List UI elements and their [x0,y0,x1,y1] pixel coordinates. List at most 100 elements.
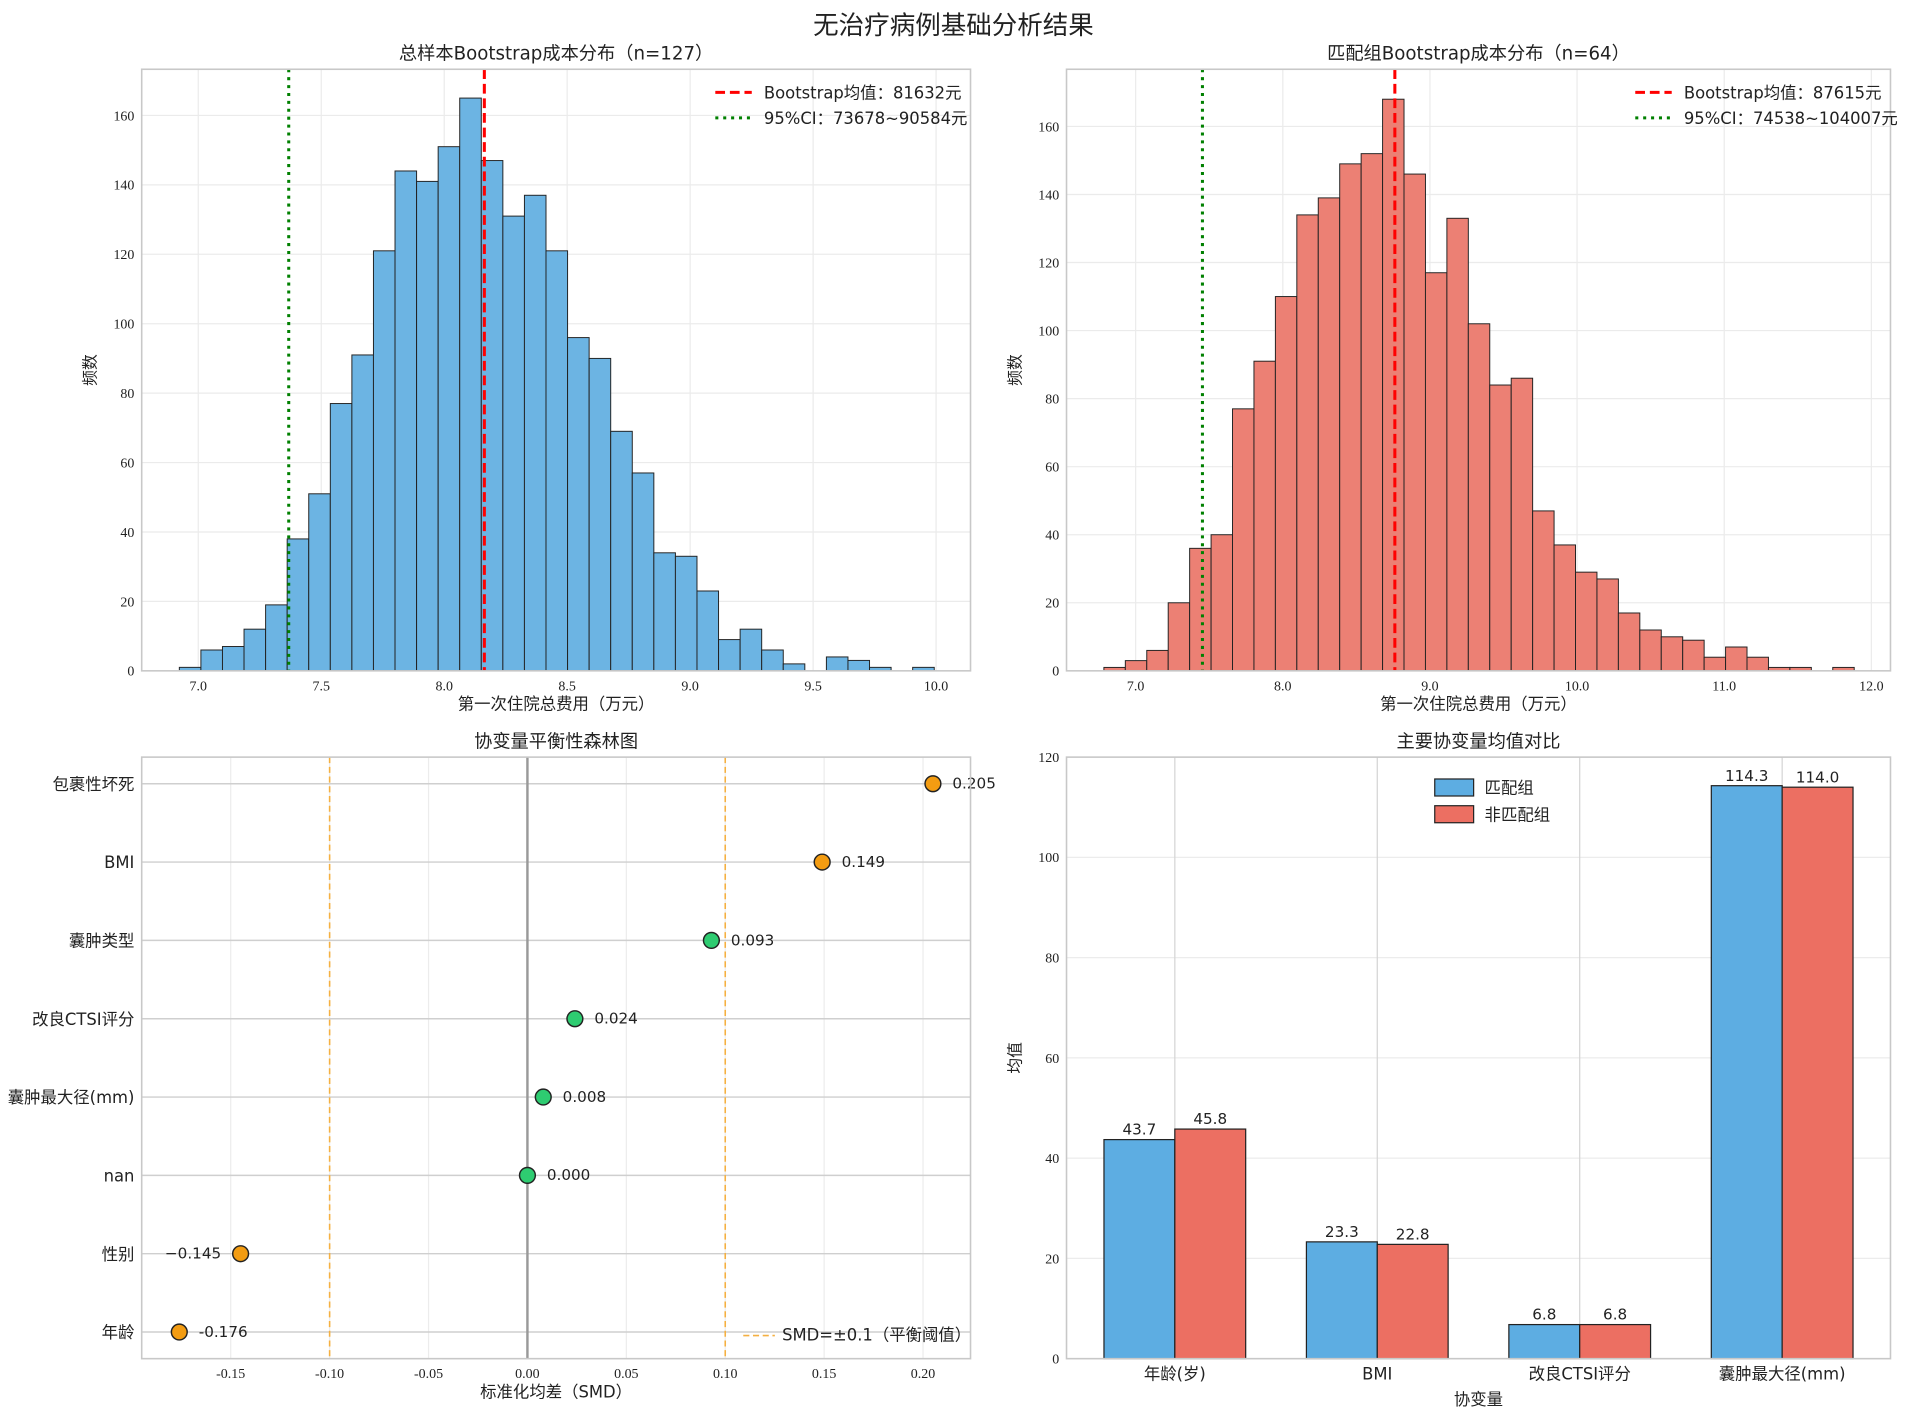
bar-unmatched [1579,1323,1652,1360]
histogram-bar [308,493,331,672]
histogram-bar [286,538,310,672]
histogram-bar [416,180,439,672]
grouped-bar-chart: 0 20 40 60 80 100 120 年龄(岁) BMI 改良CTSI评分 囊肿最大径(mm)… [1005,731,1892,1409]
histogram-bar [610,430,633,672]
histogram-bar [1510,377,1534,672]
histogram-bar [1725,646,1748,672]
y-tick-label: 80 [1045,392,1059,407]
histogram-bar [1553,544,1577,672]
histogram-bar [696,590,720,672]
x-tick-label: 0.10 [713,1367,737,1382]
y-tick-label: 60 [1045,461,1059,476]
histogram-bar [1253,360,1276,672]
y-tick-label: 120 [1038,256,1059,271]
bar-value-label: 45.8 [1193,1110,1227,1128]
y-tick-label: 100 [113,318,134,333]
histogram-bar [1360,153,1384,672]
histogram-bar [1232,408,1255,672]
histogram-bar [372,250,396,672]
smd-value-label: 0.149 [842,853,885,871]
y-tick-label: 40 [120,526,134,541]
chart-title: 主要协变量均值对比 [1397,731,1561,752]
x-tick-label: 9.0 [681,679,698,694]
bar-unmatched [1376,1243,1449,1360]
histogram-bar [1124,660,1148,672]
axes-frame [1065,68,1892,672]
category-label: 改良CTSI评分 [32,1010,134,1029]
legend-swatch [1434,805,1475,824]
x-tick-label: 8.0 [1274,679,1291,694]
histogram-bar [825,656,849,672]
x-tick-label: 0.00 [515,1367,539,1382]
bar-value-label: 22.8 [1396,1226,1430,1244]
legend-label: 匹配组 [1485,779,1534,798]
legend: Bootstrap均值：87615元 95%CI：74538~104007元 [1635,83,1898,128]
histogram-bar [265,604,288,672]
x-tick-label: 9.0 [1421,679,1438,694]
histogram-bar [847,659,871,672]
legend-swatch [1434,778,1475,797]
smd-point [170,1323,188,1341]
smd-point [534,1088,552,1106]
histogram-bar [1274,296,1298,672]
smd-point [231,1245,250,1263]
x-tick-label: 10.0 [1565,679,1589,694]
bar-unmatched [1174,1128,1247,1360]
category-label: 年龄(岁) [1144,1364,1206,1383]
y-axis-label: 频数 [1005,354,1024,386]
histogram-bar [1617,612,1641,672]
legend-mean-label: Bootstrap均值：87615元 [1684,83,1882,102]
histogram-bar [1703,656,1727,672]
category-label: 包裹性坏死 [52,775,134,794]
smd-point [813,853,831,871]
y-tick-label: 120 [113,248,134,263]
figure-title: 无治疗病例基础分析结果 [813,11,1094,41]
category-label: 改良CTSI评分 [1529,1364,1631,1383]
x-tick-label: 7.0 [190,679,207,694]
histogram-bar [1575,571,1598,672]
x-tick-label: 0.05 [614,1367,638,1382]
x-tick-label: 9.5 [804,679,821,694]
bar-value-label: 114.3 [1725,767,1768,785]
y-tick-label: 160 [113,109,134,124]
x-tick-label: 10.0 [924,679,948,694]
histogram-bar [1296,214,1319,672]
legend-mean-label: Bootstrap均值：81632元 [764,83,962,102]
x-tick-label: 0.15 [812,1367,836,1382]
y-tick-label: 80 [1045,951,1059,966]
histogram-bar [1532,510,1555,672]
smd-point [702,931,721,950]
legend-label: 非匹配组 [1485,805,1551,824]
histogram-bar [1446,217,1469,672]
y-tick-label: 20 [120,595,134,610]
legend-ci-label: 95%CI：73678~90584元 [764,109,968,128]
smd-value-label: 0.205 [952,775,995,793]
y-tick-label: 20 [1045,597,1059,612]
x-tick-label: 7.0 [1127,679,1144,694]
legend: SMD=±0.1（平衡阈值） [743,1325,971,1344]
histogram-chart-1: 0 20 40 60 80 100 120 140 160 7.0 7.5 8.0 8.5 9.0 9.5 1… [81,44,972,714]
bar-unmatched [1781,786,1854,1360]
histogram-bar [1682,639,1705,672]
histogram-bar [502,215,525,672]
legend-ci-label: 95%CI：74538~104007元 [1684,109,1898,128]
y-tick-label: 100 [1038,851,1059,866]
smd-point [566,1010,584,1028]
category-label: BMI [1362,1364,1392,1383]
histogram-bar [718,639,741,672]
histogram-bar [243,628,267,672]
histogram-bar [1660,636,1684,672]
histogram-bar [739,628,763,672]
histogram-chart-2: 0 20 40 60 80 100 120 140 160 7.0 8.0 9.0 10.0 11.0 12… [1005,44,1897,714]
bar-matched [1508,1323,1581,1360]
legend: Bootstrap均值：81632元 95%CI：73678~90584元 [715,83,967,128]
smd-value-label: 0.008 [563,1088,606,1106]
x-tick-label: -0.05 [414,1367,443,1382]
histogram-bar [1746,656,1769,672]
y-tick-label: 0 [127,665,134,680]
category-label: 囊肿最大径(mm) [8,1088,135,1107]
chart-title: 协变量平衡性森林图 [474,731,638,752]
x-tick-label: 7.5 [313,679,330,694]
histogram-bar [588,357,612,672]
